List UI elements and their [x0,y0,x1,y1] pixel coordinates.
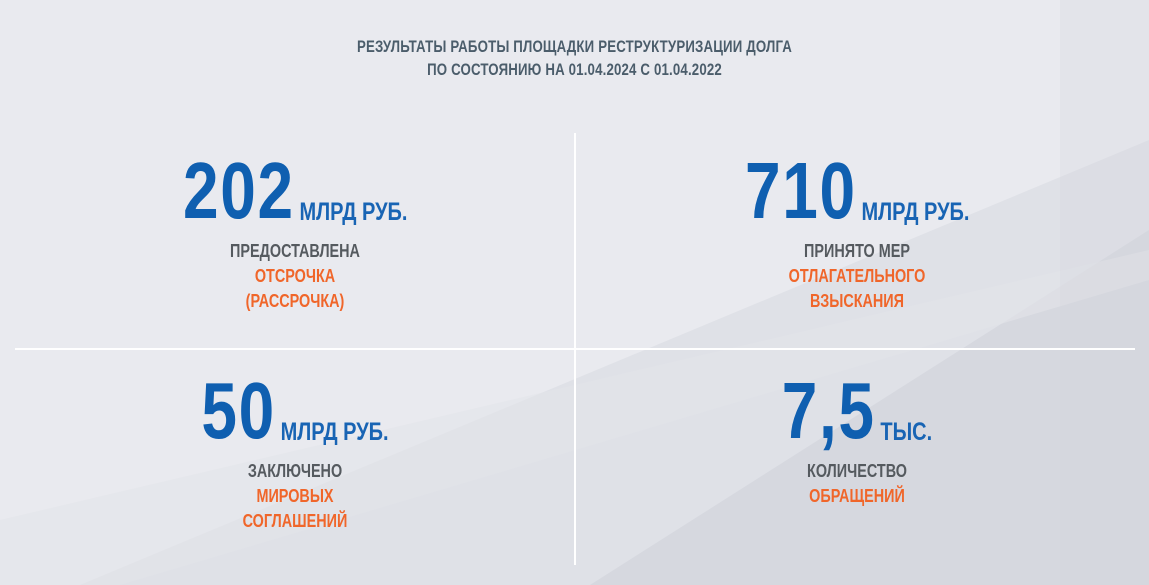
stat-label-orange-1: МИРОВЫХ [256,486,334,506]
stat-deferral: 202 МЛРД РУБ. ПРЕДОСТАВЛЕНА ОТСРОЧКА (РАС… [95,151,495,314]
stat-deferred-collection: 710 МЛРД РУБ. ПРИНЯТО МЕР ОТЛАГАТЕЛЬНОГО … [657,151,1057,314]
stat-headline: 50 МЛРД РУБ. [95,371,495,451]
stat-label-orange-2: (РАССРОЧКА) [245,291,345,311]
stat-label-gray: ЗАКЛЮЧЕНО [247,461,343,481]
title-line-1: РЕЗУЛЬТАТЫ РАБОТЫ ПЛОЩАДКИ РЕСТРУКТУРИЗА… [356,37,793,56]
stat-value: 7,5 [781,366,876,455]
stat-headline: 710 МЛРД РУБ. [657,151,1057,231]
stat-label-orange-2: СОГЛАШЕНИЙ [242,511,348,531]
stat-label-orange-2: ВЗЫСКАНИЯ [809,291,905,311]
stat-label-orange-1: ОБРАЩЕНИЙ [809,486,905,506]
stat-unit: МЛРД РУБ. [861,198,970,226]
stat-description: ПРЕДОСТАВЛЕНА ОТСРОЧКА (РАССРОЧКА) [95,239,495,314]
stat-headline: 202 МЛРД РУБ. [95,151,495,231]
stat-unit: ТЫС. [880,418,933,446]
page-title: РЕЗУЛЬТАТЫ РАБОТЫ ПЛОЩАДКИ РЕСТРУКТУРИЗА… [0,35,1149,81]
stat-label-orange-1: ОТСРОЧКА [254,266,336,286]
stat-settlements: 50 МЛРД РУБ. ЗАКЛЮЧЕНО МИРОВЫХ СОГЛАШЕНИЙ [95,371,495,534]
stat-requests: 7,5 ТЫС. КОЛИЧЕСТВО ОБРАЩЕНИЙ [657,371,1057,509]
stat-description: КОЛИЧЕСТВО ОБРАЩЕНИЙ [657,459,1057,509]
stat-description: ПРИНЯТО МЕР ОТЛАГАТЕЛЬНОГО ВЗЫСКАНИЯ [657,239,1057,314]
title-line-2: ПО СОСТОЯНИЮ НА 01.04.2024 С 01.04.2022 [427,60,722,79]
stat-value: 710 [744,146,857,235]
stat-headline: 7,5 ТЫС. [657,371,1057,451]
horizontal-divider [15,348,1135,350]
stat-label-gray: ПРЕДОСТАВЛЕНА [230,241,360,261]
stat-label-orange-1: ОТЛАГАТЕЛЬНОГО [788,266,926,286]
stat-label-gray: КОЛИЧЕСТВО [807,461,907,481]
stat-description: ЗАКЛЮЧЕНО МИРОВЫХ СОГЛАШЕНИЙ [95,459,495,534]
stat-value: 202 [182,146,295,235]
stat-unit: МЛРД РУБ. [299,198,408,226]
stat-unit: МЛРД РУБ. [280,418,389,446]
stat-value: 50 [201,366,276,455]
stat-label-gray: ПРИНЯТО МЕР [804,241,910,261]
